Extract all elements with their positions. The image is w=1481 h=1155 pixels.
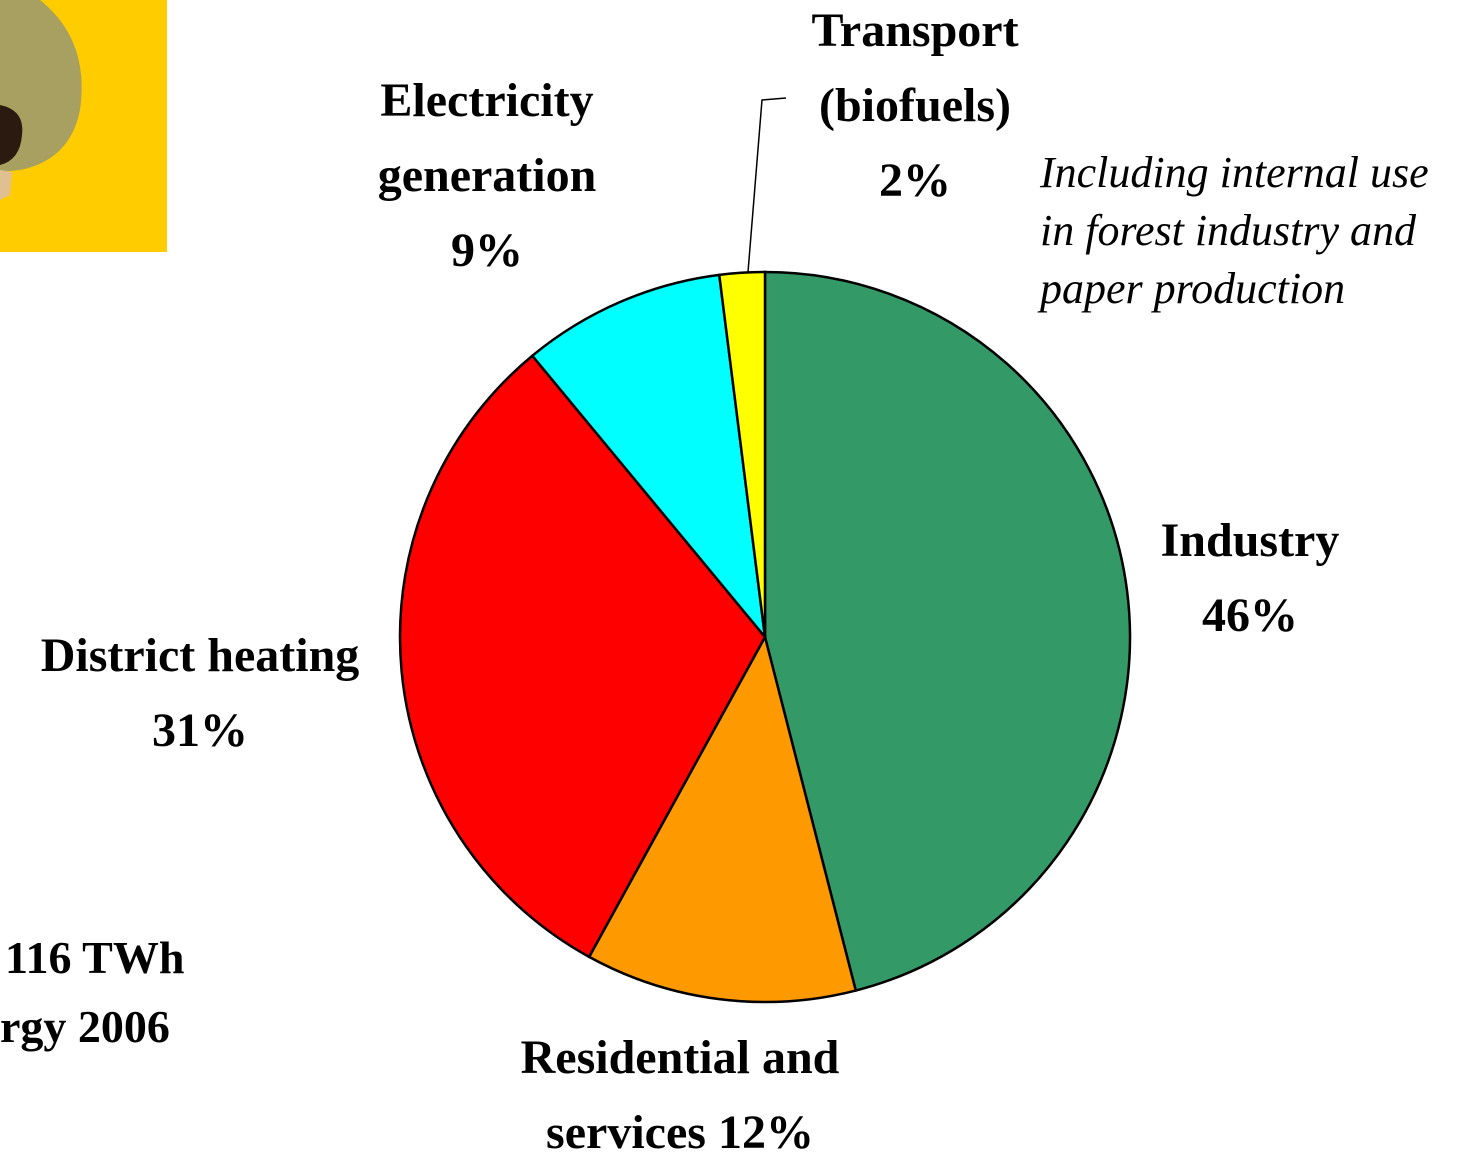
logo-shape	[0, 170, 12, 200]
category-label: Transport (biofuels)	[811, 4, 1019, 132]
slice-label: Industry 46%	[1100, 503, 1400, 653]
pie-slice	[530, 273, 767, 642]
slice-label: District heating 31%	[0, 618, 410, 768]
category-label: Industry	[1160, 514, 1340, 567]
note: Including internal use in forest industr…	[1040, 148, 1429, 313]
slice-label: Electricity generation 9%	[337, 63, 637, 288]
leader-line	[747, 97, 787, 273]
value-label: 46%	[1202, 589, 1298, 642]
pie-slice	[398, 354, 767, 959]
value-label: 9%	[451, 224, 523, 277]
pie-slice	[587, 633, 858, 1004]
value-label: 2%	[879, 154, 951, 207]
logo-shape	[0, 105, 23, 165]
slice-label: Transport (biofuels) 2%	[775, 0, 1055, 218]
annotation: 116 TWh	[5, 932, 185, 983]
slice-label: Residential and services 12%	[470, 1020, 890, 1155]
annotation: rgy 2006	[0, 1001, 170, 1052]
value-label: 12%	[717, 1106, 814, 1155]
value-label: 31%	[152, 704, 248, 757]
category-label: Residential and services	[520, 1031, 840, 1155]
pie-slice	[717, 270, 767, 638]
pie-slice	[763, 270, 1132, 993]
category-label: District heating	[40, 629, 360, 682]
category-label: Electricity generation	[377, 74, 597, 202]
